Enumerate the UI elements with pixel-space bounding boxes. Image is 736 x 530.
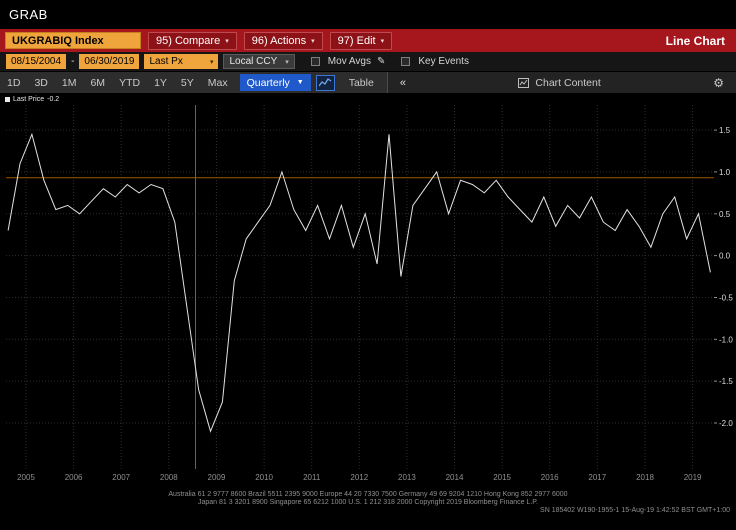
svg-text:2005: 2005 [17,473,35,482]
svg-text:2006: 2006 [65,473,83,482]
svg-text:2015: 2015 [493,473,511,482]
range-max[interactable]: Max [207,76,228,89]
compare-button[interactable]: 95) Compare ▾ [148,31,237,50]
screen-title: Line Chart [665,33,725,48]
svg-text:1.0: 1.0 [719,168,731,177]
period-label: Quarterly [246,76,290,89]
date-from-input[interactable]: 08/15/2004 [6,54,67,69]
svg-text:2007: 2007 [112,473,130,482]
currency-dropdown[interactable]: Local CCY ▾ [223,54,295,69]
filter-bar: 08/15/2004 - 06/30/2019 Last Px ▾ Local … [0,52,736,72]
chart-area: 1.5 1.0 0.5 0.0 -0.5 -1.0 -1.5 -2.0 2005 2006 2007… [0,93,736,489]
chevron-down-icon: ▾ [285,58,289,66]
pencil-icon[interactable]: ✎ [376,56,386,67]
chevron-down-icon: ▼ [296,79,304,86]
svg-text:2016: 2016 [541,473,559,482]
gear-icon[interactable]: ⚙ [713,75,724,90]
chevron-down-icon: ▾ [209,58,214,66]
table-button[interactable]: Table [348,76,374,89]
svg-text:0.0: 0.0 [719,252,731,261]
range-ytd[interactable]: YTD [119,76,141,89]
range-1m[interactable]: 1M [61,76,77,89]
actions-button[interactable]: 96) Actions ▾ [243,31,323,50]
compare-label: 95) Compare [156,34,221,47]
command-bar: UKGRABIQ Index 95) Compare ▾ 96) Actions… [0,29,736,52]
footer-session-info: SN 185402 W190-1955-1 15-Aug-19 1:42:52 … [540,507,730,514]
chart-content-icon [518,77,530,88]
svg-text:-2.0: -2.0 [719,419,733,428]
mov-avgs-label: Mov Avgs [327,56,371,67]
chevron-down-icon: ▾ [311,37,315,45]
footer-contacts-line1: Australia 61 2 9777 8600 Brazil 5511 239… [168,491,568,498]
line-chart-type-button[interactable] [315,74,335,91]
svg-text:2014: 2014 [446,473,464,482]
line-chart-icon [318,77,332,86]
svg-text:-0.5: -0.5 [719,294,733,303]
svg-text:-1.0: -1.0 [719,335,733,344]
range-5y[interactable]: 5Y [180,76,194,89]
range-3d[interactable]: 3D [34,76,48,89]
edit-button[interactable]: 97) Edit ▾ [329,31,393,50]
toolbar-right-section: « Chart Content ⚙ [386,72,736,93]
svg-text:2019: 2019 [684,473,702,482]
svg-text:2018: 2018 [636,473,654,482]
range-6m[interactable]: 6M [90,76,106,89]
svg-text:2008: 2008 [160,473,178,482]
svg-text:2011: 2011 [303,473,321,482]
range-1y[interactable]: 1Y [154,76,167,89]
grab-bar: GRAB [0,0,736,29]
collapse-panel-button[interactable]: « [399,76,406,89]
svg-text:1.5: 1.5 [719,126,731,135]
key-events-label: Key Events [418,56,469,67]
svg-text:2013: 2013 [398,473,416,482]
range-1d[interactable]: 1D [7,76,21,89]
svg-text:0.5: 0.5 [719,210,731,219]
chevron-down-icon: ▾ [380,37,385,45]
svg-text:2009: 2009 [208,473,226,482]
chevron-down-icon: ▾ [225,37,229,45]
svg-text:-1.5: -1.5 [719,377,733,386]
price-field-dropdown[interactable]: Last Px ▾ [144,54,219,69]
date-to-input[interactable]: 06/30/2019 [79,54,140,69]
chart-plot[interactable]: 1.5 1.0 0.5 0.0 -0.5 -1.0 -1.5 -2.0 2005 2006 2007… [0,93,736,489]
edit-label: 97) Edit [337,34,376,47]
svg-text:2017: 2017 [588,473,606,482]
range-toolbar: 1D 3D 1M 6M YTD 1Y 5Y Max Quarterly ▼ Ta… [0,72,736,93]
security-input[interactable]: UKGRABIQ Index [5,32,141,49]
svg-text:2012: 2012 [350,473,368,482]
currency-label: Local CCY [229,56,278,67]
chart-content-button[interactable]: Chart Content [518,76,601,89]
mov-avgs-checkbox[interactable] [310,57,320,66]
terminal-footer: Australia 61 2 9777 8600 Brazil 5511 239… [0,489,736,530]
period-dropdown[interactable]: Quarterly ▼ [239,74,311,91]
key-events-checkbox[interactable] [401,57,411,66]
date-range-separator: - [71,56,75,67]
window-title: GRAB [9,7,48,22]
svg-text:2010: 2010 [255,473,273,482]
footer-contacts-line2: Japan 81 3 3201 8900 Singapore 65 6212 1… [197,499,539,506]
actions-label: 96) Actions [251,34,307,47]
chart-content-label: Chart Content [535,76,601,89]
price-field-label: Last Px [149,56,183,67]
